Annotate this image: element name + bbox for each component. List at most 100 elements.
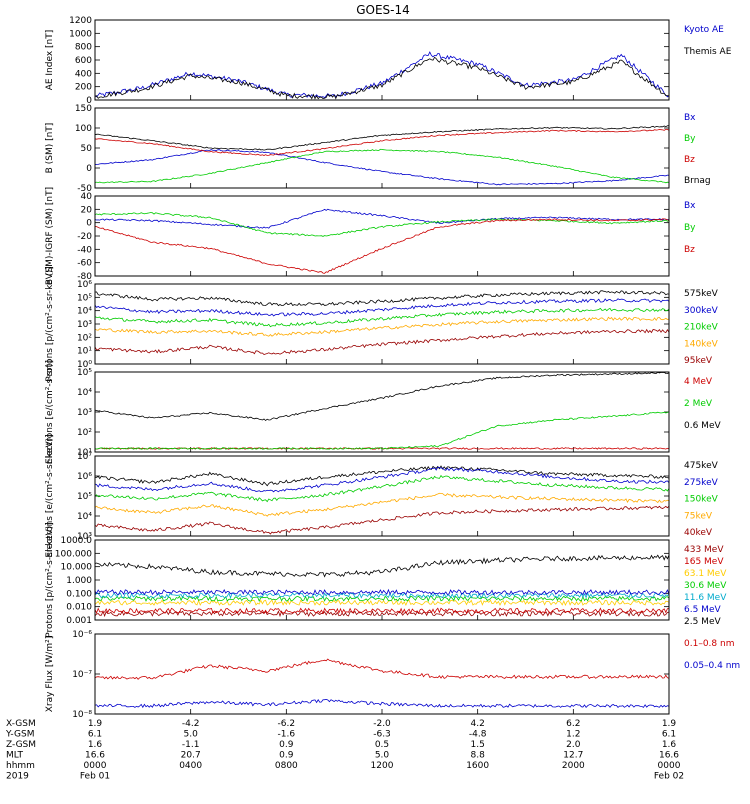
panel-frame bbox=[94, 107, 670, 189]
panel-8: 10⁻⁸ 10⁻⁷ 10⁻⁶ Xray Flux [W/m²] 0.1–0.8 nm 0.… bbox=[45, 630, 740, 720]
ytick-label: 100.000 bbox=[55, 549, 92, 559]
ytick-label: 10² bbox=[77, 333, 92, 343]
y-axis-label: Protons [p/(cm²-s-sr-keV)] bbox=[45, 522, 55, 638]
legend-entry: 0.05–0.4 nm bbox=[684, 661, 740, 671]
legend-entry: 475keV bbox=[684, 461, 719, 471]
panel-frame bbox=[94, 283, 670, 365]
series-line-kyoto-ae bbox=[94, 51, 670, 99]
axis-cell: 6.1 bbox=[662, 730, 676, 740]
ytick-label: 0 bbox=[86, 96, 92, 106]
legend-entry: 0.1–0.8 nm bbox=[684, 639, 734, 649]
row-label: Z-GSM bbox=[6, 740, 36, 750]
legend-entry: By bbox=[684, 223, 696, 233]
ytick-label: 40 bbox=[81, 192, 93, 202]
series-line-0-6-mev bbox=[94, 371, 670, 422]
axis-cell: 5.0 bbox=[375, 751, 390, 761]
ytick-label: 10⁶ bbox=[77, 280, 92, 290]
ytick-label: -80 bbox=[77, 272, 92, 282]
ytick-label: 10⁻⁷ bbox=[72, 670, 92, 680]
legend-entry: 30.6 MeV bbox=[684, 581, 727, 591]
series-line-63-1-mev bbox=[94, 599, 670, 606]
panel-2: -50 0 50 100 150 B (SM) [nT] Bx By Bz Brnag bbox=[45, 104, 711, 194]
axis-cell: -6.3 bbox=[373, 730, 391, 740]
axis-cell: 12.7 bbox=[563, 751, 583, 761]
legend-entry: 300keV bbox=[684, 306, 719, 316]
figure-title: GOES-14 bbox=[356, 3, 410, 17]
series-line-575kev bbox=[94, 290, 670, 307]
ytick-label: 10⁶ bbox=[77, 472, 92, 482]
series-line-40kev bbox=[94, 505, 670, 535]
axis-cell: 1.2 bbox=[566, 730, 580, 740]
series-line-95kev bbox=[94, 328, 670, 355]
axis-cell: 0000 bbox=[658, 761, 681, 771]
legend-entry: Brnag bbox=[684, 176, 711, 186]
ytick-label: 10⁵ bbox=[77, 368, 92, 378]
y-axis-label: Electrons [e/(cm²-s-sr)] bbox=[45, 360, 55, 464]
ytick-label: 10⁵ bbox=[77, 492, 92, 502]
row-label: X-GSM bbox=[6, 719, 36, 729]
axis-cell: 6.2 bbox=[566, 719, 580, 729]
series-line-themis-ae bbox=[94, 56, 670, 100]
panel-1: 0 200 400 600 800 1000 1200 AE Index [nT] Kyoto … bbox=[45, 16, 732, 106]
panel-frame bbox=[94, 371, 670, 453]
axis-cell: -4.2 bbox=[182, 719, 200, 729]
ytick-label: -40 bbox=[77, 245, 92, 255]
row-label: hhmm bbox=[6, 761, 35, 771]
series-line-0-05-0-4-nm bbox=[94, 698, 670, 709]
legend-entry: 575keV bbox=[684, 289, 719, 299]
ytick-label: 10⁷ bbox=[77, 452, 92, 462]
axis-cell: 0.9 bbox=[279, 740, 294, 750]
ytick-label: 10⁴ bbox=[77, 307, 92, 317]
legend-entry: 2 MeV bbox=[684, 399, 713, 409]
ytick-label: -50 bbox=[77, 184, 92, 194]
ytick-label: 400 bbox=[75, 69, 92, 79]
panel-frame bbox=[94, 633, 670, 715]
ytick-label: 10⁴ bbox=[77, 512, 92, 522]
ytick-label: 1.000 bbox=[66, 576, 92, 586]
series-line-275kev bbox=[94, 466, 670, 493]
axis-cell: 4.2 bbox=[471, 719, 485, 729]
axis-cell: 1.5 bbox=[471, 740, 485, 750]
legend-entry: Bx bbox=[684, 113, 696, 123]
legend-entry: 2.5 MeV bbox=[684, 617, 721, 627]
panel-4: 10⁰ 10¹ 10² 10³ 10⁴ 10⁵ 10⁶ Protons [p/(cm²-s-s… bbox=[45, 266, 719, 382]
axis-cell: 8.8 bbox=[471, 751, 486, 761]
y-axis-label: B (SM) [nT] bbox=[45, 123, 55, 174]
series-line-brnag bbox=[94, 125, 670, 151]
legend-entry: 6.5 MeV bbox=[684, 605, 721, 615]
axis-cell: 16.6 bbox=[659, 751, 679, 761]
axis-cell: 2000 bbox=[562, 761, 585, 771]
ytick-label: 0.010 bbox=[66, 603, 92, 613]
legend-entry: 95keV bbox=[684, 356, 713, 366]
axis-cell: -1.6 bbox=[278, 730, 296, 740]
y-axis-label: B (SM)-IGRF (SM) [nT] bbox=[45, 187, 55, 285]
ytick-label: 10⁵ bbox=[77, 293, 92, 303]
legend-entry: 40keV bbox=[684, 528, 713, 538]
ytick-label: 1200 bbox=[69, 16, 92, 26]
axis-cell: 16.6 bbox=[85, 751, 105, 761]
ytick-label: 0.001 bbox=[66, 616, 92, 626]
ytick-label: 800 bbox=[75, 43, 92, 53]
axis-cell: 0000 bbox=[84, 761, 107, 771]
legend-entry: 63.1 MeV bbox=[684, 569, 727, 579]
ytick-label: 10² bbox=[77, 428, 92, 438]
ytick-label: 10⁴ bbox=[77, 388, 92, 398]
axis-cell: 1.9 bbox=[662, 719, 677, 729]
legend-entry: 4 MeV bbox=[684, 377, 713, 387]
axis-cell: 1.6 bbox=[662, 740, 677, 750]
series-line-210kev bbox=[94, 307, 670, 328]
bottom-axis-table: X-GSMY-GSMZ-GSMMLThhmm20191.96.11.616.60… bbox=[5, 719, 684, 782]
series-line-by bbox=[94, 212, 670, 237]
axis-cell: 1.6 bbox=[88, 740, 103, 750]
panel-3: -80 -60 -40 -20 0 20 40 B (SM)-IGRF (SM) [nT] Bx… bbox=[45, 187, 696, 285]
axis-cell: -6.2 bbox=[278, 719, 296, 729]
ytick-label: 10³ bbox=[77, 408, 92, 418]
ytick-label: 10⁻⁶ bbox=[72, 630, 92, 640]
series-line-bz bbox=[94, 128, 670, 156]
legend-entry: 0.6 MeV bbox=[684, 421, 721, 431]
panel-frame bbox=[94, 19, 670, 101]
row-label: MLT bbox=[6, 751, 24, 761]
axis-cell: Feb 02 bbox=[654, 772, 684, 782]
